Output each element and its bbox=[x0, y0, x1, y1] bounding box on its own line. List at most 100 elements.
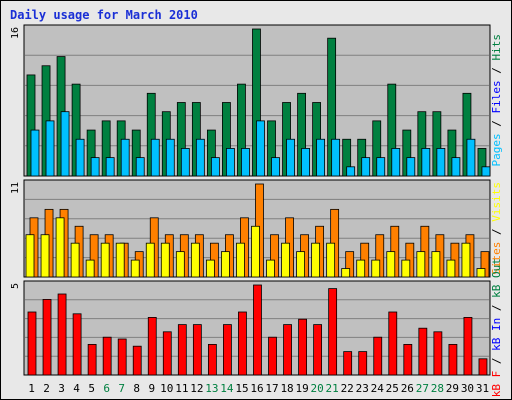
legend-entry: / bbox=[490, 61, 503, 81]
bar-kb-f-day-22 bbox=[343, 351, 353, 376]
bar-kb-f-day-23 bbox=[358, 351, 368, 376]
bar-pages-day-19 bbox=[301, 148, 310, 177]
legend-kb: kB F / kB In / kB Out bbox=[490, 258, 503, 397]
bar-pages-day-6 bbox=[105, 157, 115, 177]
bar-pages-day-24 bbox=[376, 157, 386, 177]
bar-pages-day-9 bbox=[150, 138, 160, 177]
legend-entry: / bbox=[490, 114, 503, 134]
legend-visits-sites: Sites / Visits bbox=[490, 182, 503, 275]
x-tick-day-29: 29 bbox=[446, 382, 459, 395]
bar-pages-day-15 bbox=[241, 148, 250, 177]
bar-pages-day-8 bbox=[135, 157, 145, 177]
bar-kb-f-day-19 bbox=[298, 318, 307, 376]
bar-visits-day-13 bbox=[205, 259, 215, 278]
x-tick-day-5: 5 bbox=[88, 382, 95, 395]
bar-visits-day-7 bbox=[115, 242, 125, 278]
bar-visits-day-10 bbox=[160, 242, 170, 278]
bar-visits-day-8 bbox=[130, 259, 140, 278]
legend-entry: Sites bbox=[490, 242, 503, 275]
bar-pages-day-1 bbox=[30, 129, 40, 177]
bar-visits-day-5 bbox=[85, 259, 95, 278]
bar-kb-f-day-14 bbox=[223, 324, 232, 376]
bar-kb-f-day-30 bbox=[463, 316, 473, 376]
x-tick-day-20: 20 bbox=[311, 382, 324, 395]
x-tick-day-12: 12 bbox=[190, 382, 203, 395]
x-tick-day-6: 6 bbox=[103, 382, 110, 395]
bar-visits-day-6 bbox=[100, 242, 110, 278]
chart-title: Daily usage for March 2010 bbox=[10, 8, 198, 22]
x-tick-day-13: 13 bbox=[205, 382, 218, 395]
legend-entry: kB Out bbox=[490, 258, 503, 298]
bar-visits-day-2 bbox=[40, 234, 50, 278]
bar-kb-f-day-28 bbox=[433, 331, 443, 376]
bar-pages-day-29 bbox=[451, 157, 461, 177]
x-tick-day-1: 1 bbox=[28, 382, 35, 395]
bar-pages-day-25 bbox=[391, 148, 401, 177]
bar-kb-f-day-7 bbox=[117, 338, 127, 376]
bar-kb-f-day-9 bbox=[147, 316, 157, 376]
bar-visits-day-9 bbox=[145, 242, 155, 278]
bar-pages-day-3 bbox=[60, 111, 70, 177]
bar-visits-day-22 bbox=[341, 268, 351, 278]
bar-pages-day-16 bbox=[256, 120, 265, 177]
bar-visits-day-25 bbox=[386, 251, 396, 278]
x-tick-day-2: 2 bbox=[43, 382, 50, 395]
bar-visits-day-31 bbox=[476, 268, 486, 278]
legend-entry: kB F bbox=[490, 371, 503, 398]
legend-entry: Visits bbox=[490, 182, 503, 222]
bar-visits-day-26 bbox=[401, 259, 411, 278]
bar-kb-f-day-16 bbox=[253, 284, 262, 376]
bar-visits-day-11 bbox=[175, 251, 185, 278]
legend-entry: kB In bbox=[490, 318, 503, 351]
legend-entry: Pages bbox=[490, 133, 503, 166]
bar-visits-day-27 bbox=[416, 251, 426, 278]
bar-visits-day-12 bbox=[190, 242, 200, 278]
bar-pages-day-2 bbox=[45, 120, 55, 177]
legend-entry: Files bbox=[490, 80, 503, 113]
x-tick-day-14: 14 bbox=[220, 382, 234, 395]
bar-visits-day-14 bbox=[221, 251, 230, 278]
y-max-label: 5 bbox=[10, 283, 21, 289]
legend-entry: / bbox=[490, 222, 503, 242]
x-tick-day-27: 27 bbox=[416, 382, 429, 395]
bar-pages-day-13 bbox=[210, 157, 220, 177]
x-tick-day-22: 22 bbox=[341, 382, 354, 395]
y-max-label: 16 bbox=[10, 27, 21, 39]
bar-visits-day-20 bbox=[311, 242, 321, 278]
bar-visits-day-30 bbox=[461, 242, 471, 278]
bar-kb-f-day-17 bbox=[268, 336, 277, 376]
bar-pages-day-11 bbox=[180, 148, 190, 177]
bar-kb-f-day-11 bbox=[177, 324, 187, 376]
bar-pages-day-23 bbox=[361, 157, 371, 177]
bar-kb-f-day-27 bbox=[418, 327, 428, 376]
bar-kb-f-day-4 bbox=[72, 313, 82, 376]
bar-pages-day-7 bbox=[120, 138, 130, 177]
x-tick-day-26: 26 bbox=[401, 382, 414, 395]
x-tick-day-9: 9 bbox=[148, 382, 155, 395]
x-tick-day-19: 19 bbox=[295, 382, 308, 395]
bar-kb-f-day-5 bbox=[87, 343, 97, 376]
legend-entry: Hits bbox=[490, 34, 503, 61]
y-max-label: 11 bbox=[10, 182, 21, 194]
bar-pages-day-31 bbox=[481, 166, 491, 177]
bar-kb-f-day-2 bbox=[42, 298, 52, 376]
bar-kb-f-day-31 bbox=[478, 358, 488, 376]
x-tick-day-25: 25 bbox=[386, 382, 399, 395]
bar-pages-day-17 bbox=[271, 157, 280, 177]
bar-visits-day-28 bbox=[431, 251, 441, 278]
bar-pages-day-18 bbox=[286, 138, 295, 177]
bar-visits-day-29 bbox=[446, 259, 456, 278]
bar-kb-f-day-13 bbox=[207, 343, 217, 376]
bar-visits-day-18 bbox=[281, 242, 290, 278]
bar-visits-day-21 bbox=[326, 242, 336, 278]
bar-visits-day-23 bbox=[356, 259, 366, 278]
bar-kb-f-day-10 bbox=[162, 331, 172, 376]
bar-pages-day-21 bbox=[331, 138, 341, 177]
x-tick-day-15: 15 bbox=[235, 382, 248, 395]
x-tick-day-8: 8 bbox=[133, 382, 140, 395]
legend-entry: / bbox=[490, 298, 503, 318]
x-tick-day-10: 10 bbox=[160, 382, 173, 395]
x-tick-day-23: 23 bbox=[356, 382, 369, 395]
x-tick-day-24: 24 bbox=[371, 382, 385, 395]
